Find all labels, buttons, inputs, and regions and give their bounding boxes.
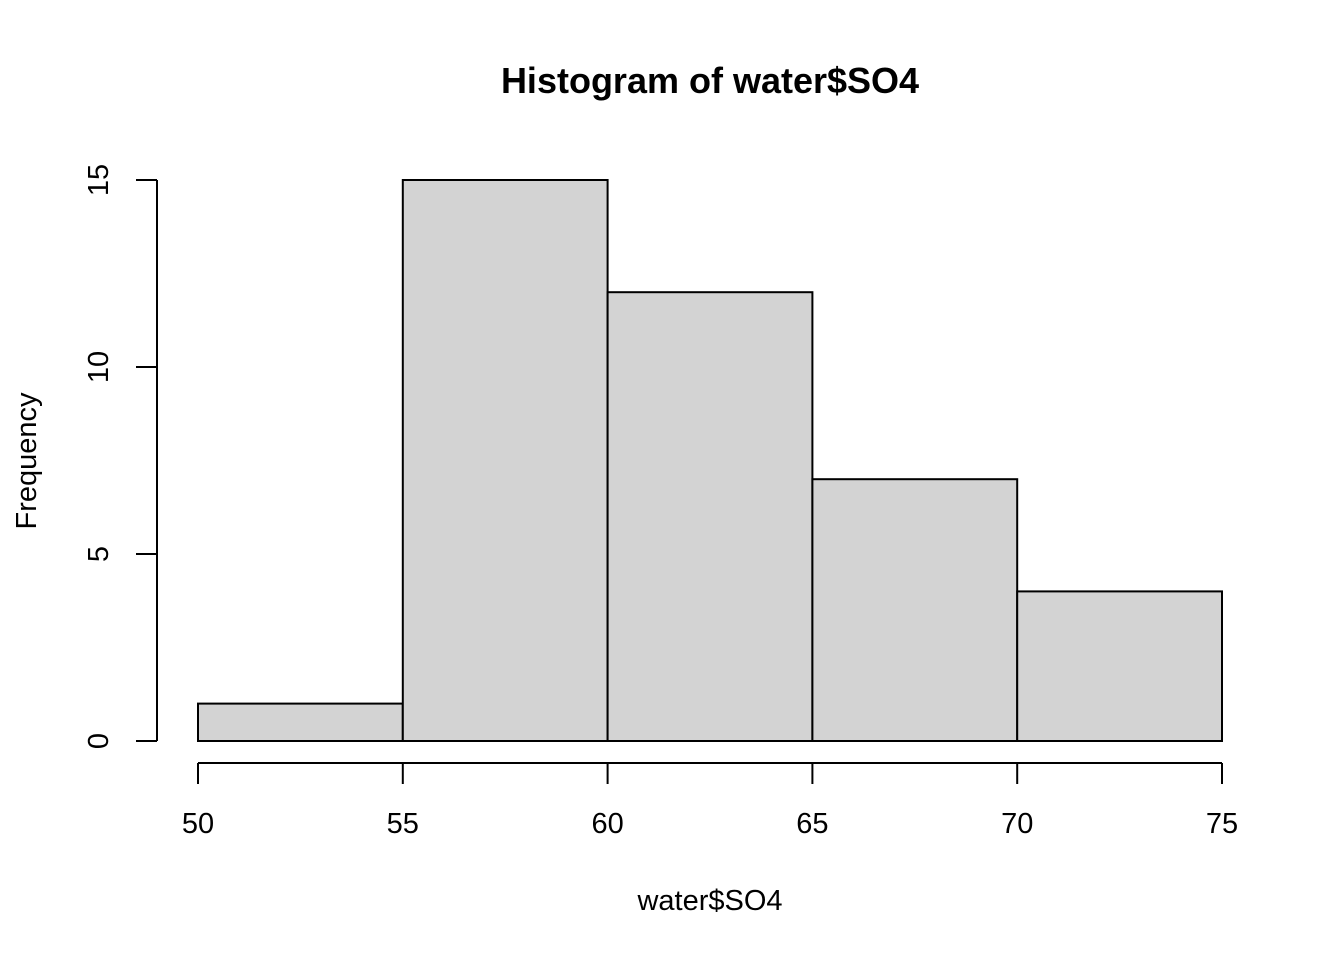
histogram-bars	[197, 179, 1224, 743]
x-tick-label: 55	[387, 808, 419, 840]
histogram-bar	[811, 478, 1019, 742]
y-tick-label: 0	[83, 733, 115, 749]
x-tick-label: 60	[591, 808, 623, 840]
x-tick-label: 65	[796, 808, 828, 840]
x-tick-label: 75	[1206, 808, 1238, 840]
x-axis-label: water$SO4	[636, 885, 782, 917]
y-tick-label: 10	[83, 351, 115, 383]
x-tick-label: 50	[182, 808, 214, 840]
histogram-bar	[606, 291, 814, 742]
histogram-bar	[1016, 590, 1224, 743]
histogram-bar	[197, 702, 404, 742]
y-tick-label: 15	[83, 164, 115, 196]
chart-title: Histogram of water$SO4	[501, 60, 919, 101]
y-axis-label: Frequency	[11, 392, 43, 530]
y-tick-label: 5	[83, 546, 115, 562]
histogram-bar	[401, 179, 609, 742]
x-axis: 50 55 60 65 70 75	[182, 762, 1238, 840]
x-tick-label: 70	[1001, 808, 1033, 840]
y-axis: 0 5 10 15	[83, 164, 158, 749]
